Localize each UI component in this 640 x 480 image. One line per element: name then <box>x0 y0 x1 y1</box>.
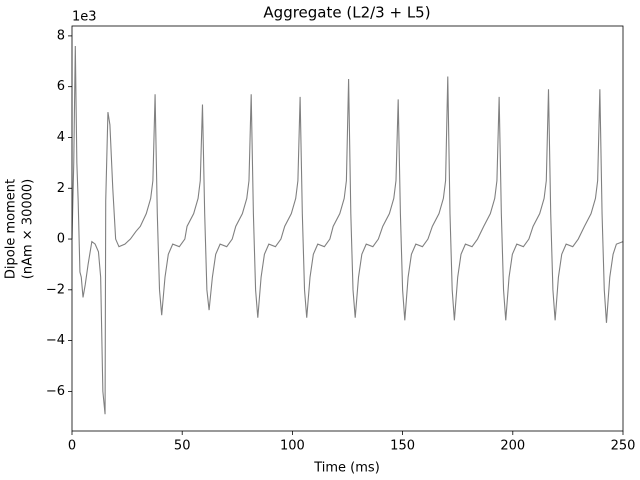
x-tick-label: 150 <box>390 439 415 454</box>
y-tick-label: −6 <box>46 384 65 399</box>
x-axis-label: Time (ms) <box>313 461 380 476</box>
x-tick-label: 250 <box>611 439 636 454</box>
chart-title: Aggregate (L2/3 + L5) <box>263 4 430 22</box>
x-tick-label: 0 <box>68 439 76 454</box>
x-tick-label: 50 <box>174 439 191 454</box>
y-tick-label: 4 <box>57 130 65 145</box>
y-tick-label: 8 <box>57 28 65 43</box>
y-axis-label: (nAm × 30000) <box>21 179 36 279</box>
y-tick-label: 0 <box>57 232 65 247</box>
x-tick-label: 100 <box>280 439 305 454</box>
x-tick-label: 200 <box>500 439 525 454</box>
y-tick-label: −4 <box>46 333 65 348</box>
y-offset-text: 1e3 <box>72 10 97 25</box>
y-tick-label: −2 <box>46 282 65 297</box>
y-tick-label: 2 <box>57 181 65 196</box>
plot-frame <box>71 25 624 432</box>
series-line <box>71 46 624 415</box>
y-tick-label: 6 <box>57 79 65 94</box>
y-axis-label: Dipole moment <box>4 179 19 279</box>
